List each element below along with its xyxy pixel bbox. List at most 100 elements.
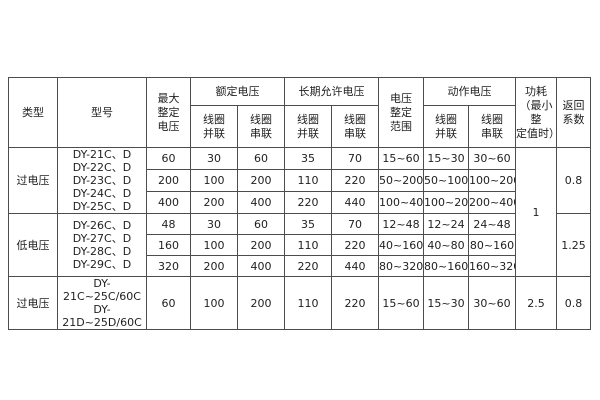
cell-setting-range: 100~400 — [378, 191, 424, 214]
cell-power-shared: 1 — [515, 147, 557, 277]
model-line: DY-22C、D — [72, 161, 132, 174]
cell-action-parallel: 80~160 — [423, 255, 469, 277]
header-power-consumption: 功耗 （最小整 定值时） — [515, 77, 557, 148]
header-range-line3: 范围 — [390, 119, 412, 133]
cell-setting-range: 12~48 — [378, 213, 424, 235]
header-return-line1: 返回 — [562, 98, 585, 112]
cell-rated-series: 200 — [237, 276, 285, 330]
cell-rated-parallel: 100 — [190, 276, 238, 330]
cell-longterm-parallel: 220 — [284, 191, 332, 214]
header-row-subcolumns: 线圈 并联 线圈 串联 线圈 并联 线圈 串联 线圈 并联 线圈 串联 — [9, 105, 591, 148]
series-word: 串联 — [481, 126, 503, 140]
cell-max-setting: 320 — [146, 255, 191, 277]
cell-longterm-parallel: 220 — [284, 255, 332, 277]
header-range-line2: 整定 — [390, 105, 412, 119]
cell-type-undervoltage: 低电压 — [8, 213, 58, 277]
cell-action-parallel: 100~200 — [423, 191, 469, 214]
cell-action-series: 200~400 — [468, 191, 516, 214]
parallel-word: 并联 — [297, 126, 319, 140]
cell-longterm-series: 220 — [331, 234, 379, 256]
header-row-groups: 类型 型号 最大 整定 电压 额定电压 长期允许电压 电压 整定 范围 动作电压… — [8, 77, 591, 148]
coil-word: 线圈 — [250, 112, 272, 126]
model-line: DY-25C、D — [72, 200, 132, 213]
cell-action-series: 24~48 — [468, 213, 516, 235]
cell-type-overvoltage: 过电压 — [8, 147, 58, 214]
header-max-setting-voltage: 最大 整定 电压 — [146, 77, 191, 148]
cell-rated-parallel: 30 — [190, 147, 238, 170]
cell-action-series: 160~320 — [468, 255, 516, 277]
cell-setting-range: 15~60 — [378, 147, 424, 170]
series-word: 串联 — [344, 126, 366, 140]
header-rated-coil-parallel: 线圈 并联 — [190, 105, 238, 148]
header-max-line1: 最大 — [157, 91, 180, 105]
cell-rated-series: 200 — [237, 169, 285, 192]
cell-power-60c: 2.5 — [515, 276, 557, 330]
cell-return-coeff-60c: 0.8 — [556, 276, 591, 330]
cell-longterm-parallel: 35 — [284, 147, 332, 170]
cell-max-setting: 160 — [146, 234, 191, 256]
cell-rated-parallel: 200 — [190, 191, 238, 214]
cell-action-parallel: 15~30 — [423, 147, 469, 170]
cell-models-group1: DY-21C、D DY-22C、D DY-23C、D DY-24C、D DY-2… — [57, 147, 147, 214]
header-action-coil-parallel: 线圈 并联 — [423, 105, 469, 148]
cell-action-series: 80~160 — [468, 234, 516, 256]
cell-setting-range: 15~60 — [378, 276, 424, 330]
cell-return-coeff-group1: 0.8 — [556, 147, 591, 214]
model-line: DY-26C、D — [72, 219, 132, 232]
coil-word: 线圈 — [481, 112, 503, 126]
coil-word: 线圈 — [435, 112, 457, 126]
cell-max-setting: 400 — [146, 191, 191, 214]
cell-rated-parallel: 100 — [190, 169, 238, 192]
cell-models-group2: DY-26C、D DY-27C、D DY-28C、D DY-29C、D — [57, 213, 147, 277]
header-range-line1: 电压 — [390, 91, 412, 105]
header-power-line1: 功耗 — [525, 84, 547, 98]
header-action-coil-series: 线圈 串联 — [468, 105, 516, 148]
cell-longterm-parallel: 110 — [284, 234, 332, 256]
relay-spec-table-container: 类型 型号 最大 整定 电压 额定电压 长期允许电压 电压 整定 范围 动作电压… — [8, 77, 591, 330]
header-return-line2: 系数 — [562, 112, 585, 126]
model-line: DY-21C、D — [72, 148, 132, 162]
model-line: DY-24C、D — [72, 187, 132, 200]
cell-rated-series: 400 — [237, 255, 285, 277]
header-longterm-coil-series: 线圈 串联 — [331, 105, 379, 148]
table-row: 160 100 200 110 220 40~160 40~80 80~160 — [9, 234, 591, 256]
cell-action-series: 30~60 — [468, 276, 516, 330]
cell-longterm-series: 220 — [331, 169, 379, 192]
cell-longterm-series: 70 — [331, 213, 379, 235]
header-action-voltage: 动作电压 — [423, 77, 516, 106]
series-word: 串联 — [250, 126, 272, 140]
model-line: DY-23C、D — [72, 174, 132, 187]
header-return-coefficient: 返回 系数 — [556, 77, 591, 148]
header-model: 型号 — [57, 77, 147, 148]
table-row: 过电压 DY-21C~25C/60C DY-21D~25D/60C 60 100… — [8, 276, 591, 330]
cell-setting-range: 80~320 — [378, 255, 424, 277]
header-power-line2: （最小整 — [519, 98, 553, 126]
coil-word: 线圈 — [203, 112, 225, 126]
cell-longterm-series: 440 — [331, 191, 379, 214]
table-row: 400 200 400 220 440 100~400 100~200 200~… — [9, 191, 591, 214]
cell-setting-range: 50~200 — [378, 169, 424, 192]
cell-max-setting: 48 — [146, 213, 191, 235]
relay-spec-table: 类型 型号 最大 整定 电压 额定电压 长期允许电压 电压 整定 范围 动作电压… — [8, 77, 591, 330]
header-longterm-coil-parallel: 线圈 并联 — [284, 105, 332, 148]
model-line: DY-28C、D — [72, 245, 132, 258]
cell-action-series: 100~200 — [468, 169, 516, 192]
header-setting-range: 电压 整定 范围 — [378, 77, 424, 148]
table-row: 过电压 DY-21C、D DY-22C、D DY-23C、D DY-24C、D … — [8, 147, 591, 277]
cell-longterm-series: 220 — [331, 276, 379, 330]
cell-rated-series: 60 — [237, 147, 285, 170]
cell-rated-parallel: 100 — [190, 234, 238, 256]
cell-longterm-series: 440 — [331, 255, 379, 277]
coil-word: 线圈 — [297, 112, 319, 126]
cell-return-coeff-group2: 1.25 — [556, 213, 591, 277]
model-line: DY-21C~25C/60C — [63, 277, 141, 304]
header-rated-coil-series: 线圈 串联 — [237, 105, 285, 148]
cell-longterm-parallel: 35 — [284, 213, 332, 235]
cell-rated-series: 200 — [237, 234, 285, 256]
cell-rated-series: 60 — [237, 213, 285, 235]
header-max-line2: 整定 — [157, 105, 180, 119]
cell-rated-parallel: 30 — [190, 213, 238, 235]
cell-action-parallel: 15~30 — [423, 276, 469, 330]
cell-action-series: 30~60 — [468, 147, 516, 170]
header-rated-voltage: 额定电压 — [190, 77, 285, 106]
